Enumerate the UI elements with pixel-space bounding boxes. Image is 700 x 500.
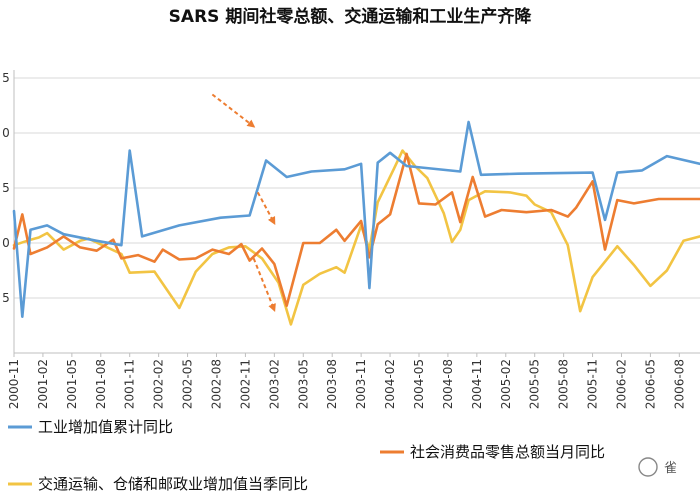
- legend-label-0: 工业增加值累计同比: [38, 418, 173, 436]
- x-tick-label: 2005-02: [499, 359, 513, 409]
- x-tick-label: 2005-11: [586, 359, 600, 409]
- x-tick-label: 2003-08: [325, 359, 339, 409]
- x-tick-label: 2006-05: [643, 359, 657, 409]
- x-tick-labels: 2000-11 2001-02 2001-05 2001-08 2001-11 2002-…: [7, 353, 686, 409]
- x-tick-label: 2004-02: [383, 359, 397, 409]
- y-tick-label: 0: [2, 236, 10, 250]
- watermark: 雀: [638, 457, 677, 477]
- annotations: [211, 93, 276, 312]
- x-tick-label: 2004-05: [412, 359, 426, 409]
- annotation-arrow-0: [211, 93, 256, 128]
- x-tick-label: 2002-02: [152, 359, 166, 409]
- x-tick-label: 2006-08: [672, 359, 686, 409]
- annotation-arrow-2: [252, 258, 276, 312]
- x-tick-label: 2006-02: [614, 359, 628, 409]
- legend-label-1: 社会消费品零售总额当月同比: [410, 443, 605, 461]
- x-tick-label: 2003-11: [354, 359, 368, 409]
- x-tick-label: 2002-05: [181, 359, 195, 409]
- y-tick-label: 0: [2, 126, 10, 140]
- x-tick-label: 2002-11: [238, 359, 252, 409]
- watermark-icon: [638, 457, 658, 477]
- y-tick-label: 5: [2, 71, 10, 85]
- x-tick-label: 2001-11: [123, 359, 137, 409]
- annotation-arrow-1: [256, 191, 276, 225]
- watermark-text: 雀: [664, 461, 677, 476]
- x-tick-label: 2004-08: [441, 359, 455, 409]
- x-tick-label: 2003-05: [296, 359, 310, 409]
- x-tick-label: 2001-02: [36, 359, 50, 409]
- series-lines: [12, 120, 700, 326]
- x-tick-label: 2004-11: [470, 359, 484, 409]
- y-tick-label: 5: [2, 291, 10, 305]
- series-line-1: [12, 152, 700, 307]
- x-tick-label: 2005-08: [557, 359, 571, 409]
- x-tick-label: 2001-08: [94, 359, 108, 409]
- y-tick-label: 5: [2, 181, 10, 195]
- chart-title: SARS 期间社零总额、交通运输和工业生产齐降: [169, 6, 533, 27]
- x-tick-label: 2003-02: [267, 359, 281, 409]
- series-line-0: [12, 120, 700, 318]
- legend-label-2: 交通运输、仓储和邮政业增加值当季同比: [38, 475, 308, 493]
- x-tick-label: 2005-05: [528, 359, 542, 409]
- y-tick-labels: 5 0 5 0 5: [2, 71, 10, 305]
- x-tick-label: 2001-05: [65, 359, 79, 409]
- x-tick-label: 2000-11: [7, 359, 21, 409]
- x-tick-label: 2002-08: [209, 359, 223, 409]
